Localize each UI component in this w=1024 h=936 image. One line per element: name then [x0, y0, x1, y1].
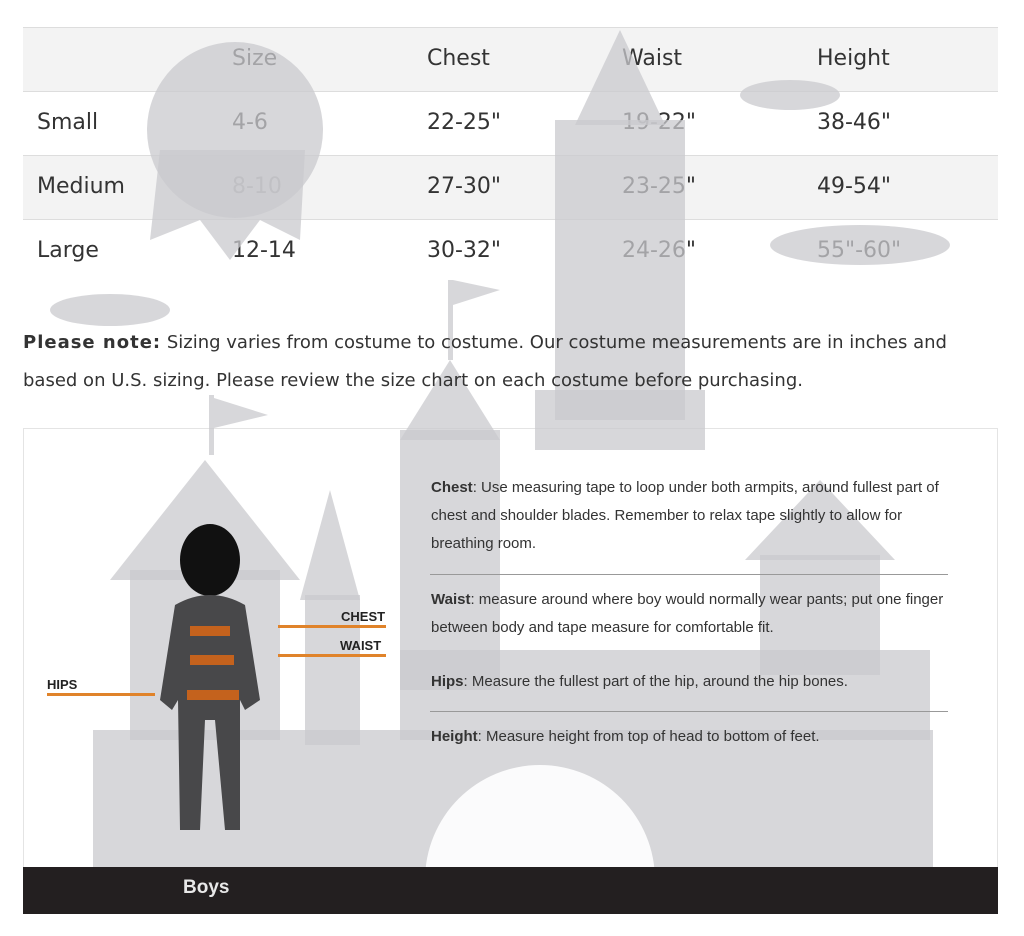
table-row: Medium 8-10 27-30" 23-25" 49-54": [23, 156, 998, 220]
cell: 38-46": [817, 110, 892, 135]
text: : Measure the fullest part of the hip, a…: [463, 673, 848, 690]
hips-description: Hips: Measure the fullest part of the hi…: [431, 668, 956, 696]
chest-line: [278, 625, 386, 628]
cell: 30-32": [427, 238, 502, 263]
cell: 55"-60": [817, 238, 902, 263]
note-label: Please note:: [23, 332, 162, 353]
table-header-row: Size Chest Waist Height: [23, 27, 998, 92]
text: : Measure height from top of head to bot…: [477, 728, 820, 745]
hips-label: HIPS: [47, 677, 78, 692]
height-description: Height: Measure height from top of head …: [431, 723, 956, 751]
waist-description: Waist: measure around where boy would no…: [431, 586, 956, 642]
size-table: Size Chest Waist Height Small 4-6 22-25"…: [23, 27, 998, 283]
waist-label: WAIST: [340, 638, 382, 653]
divider: [430, 711, 948, 712]
cell: Large: [37, 238, 99, 263]
sizing-note: Please note: Sizing varies from costume …: [23, 324, 993, 400]
waist-line: [278, 654, 386, 657]
note-text: Sizing varies from costume to costume. O…: [23, 332, 947, 391]
chest-description: Chest: Use measuring tape to loop under …: [431, 474, 956, 558]
text: : measure around where boy would normall…: [431, 591, 944, 636]
footer-bar: Boys: [23, 867, 998, 914]
cell: 27-30": [427, 174, 502, 199]
cell: 24-26": [622, 238, 697, 263]
divider: [430, 574, 948, 575]
header-height: Height: [817, 46, 890, 71]
cell: 4-6: [232, 110, 268, 135]
cell: Small: [37, 110, 99, 135]
table-row: Small 4-6 22-25" 19-22" 38-46": [23, 92, 998, 156]
cell: Medium: [37, 174, 125, 199]
header-size: Size: [232, 46, 278, 71]
text: : Use measuring tape to loop under both …: [431, 479, 939, 552]
term: Waist: [431, 591, 471, 608]
cell: 49-54": [817, 174, 892, 199]
hips-line: [47, 693, 155, 696]
header-chest: Chest: [427, 46, 490, 71]
cell: 12-14: [232, 238, 296, 263]
cell: 22-25": [427, 110, 502, 135]
table-row: Large 12-14 30-32" 24-26" 55"-60": [23, 220, 998, 283]
term: Hips: [431, 673, 464, 690]
term: Chest: [431, 479, 473, 496]
cell: 23-25": [622, 174, 697, 199]
term: Height: [431, 728, 478, 745]
footer-label: Boys: [183, 877, 230, 898]
cell: 19-22": [622, 110, 697, 135]
cell: 8-10: [232, 174, 282, 199]
header-waist: Waist: [622, 46, 683, 71]
chest-label: CHEST: [341, 609, 386, 624]
